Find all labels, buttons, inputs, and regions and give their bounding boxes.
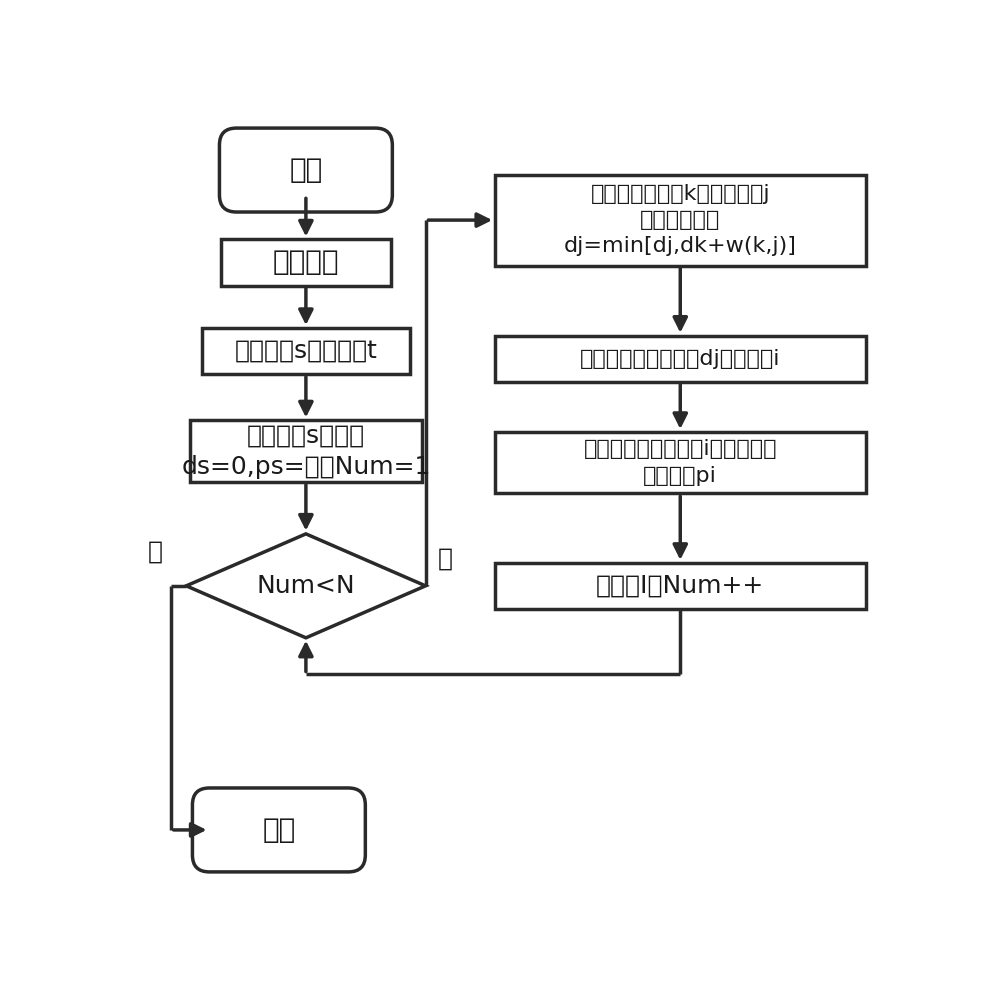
Bar [495,563,866,609]
Bar [221,239,390,286]
Bar [201,328,410,374]
Text: 是: 是 [437,547,452,571]
Text: 设置源点s和目的点t: 设置源点s和目的点t [234,339,377,363]
Text: 开始: 开始 [262,816,296,844]
Text: 从未标记的点中选取dj最小的点i: 从未标记的点中选取dj最小的点i [580,349,781,369]
FancyBboxPatch shape [192,788,366,872]
Text: 标记点I，Num++: 标记点I，Num++ [597,574,764,598]
Text: 标记源点s，设置
ds=0,ps=空，Num=1: 标记源点s，设置 ds=0,ps=空，Num=1 [181,423,430,479]
Bar [495,336,866,382]
Text: 否: 否 [147,539,163,563]
Text: Num<N: Num<N [257,574,356,598]
Bar [495,432,866,493]
Text: 校验所有标记点k到未标记点j
的距离，并取
dj=min[dj,dk+w(k,j)]: 校验所有标记点k到未标记点j 的距离，并取 dj=min[dj,dk+w(k,j… [564,184,797,256]
Text: 开始: 开始 [289,156,323,184]
Text: 读取数据: 读取数据 [273,248,340,276]
Polygon shape [186,534,425,638]
Text: 从标记的点中查找与i直接相连的
点，记为pi: 从标记的点中查找与i直接相连的 点，记为pi [584,439,777,486]
Bar [495,175,866,266]
FancyBboxPatch shape [219,128,392,212]
Bar [190,420,421,482]
